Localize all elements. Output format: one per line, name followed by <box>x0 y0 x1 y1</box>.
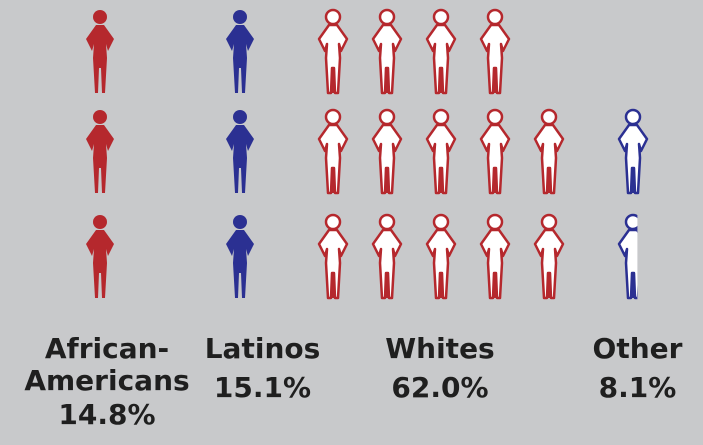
person-icon-whites-r1-3 <box>479 108 511 195</box>
person-icon-whites-r1-2 <box>425 108 457 195</box>
value-latinos: 15.1% <box>213 371 312 404</box>
person-icon-whites-r2-3 <box>479 213 511 300</box>
person-icon-whites-r1-0 <box>317 108 349 195</box>
person-icon-african-americans-r0-0 <box>86 10 114 93</box>
value-other: 8.1% <box>598 371 677 404</box>
label-african-americans-line1: African- <box>44 332 170 365</box>
person-icon-whites-r2-0 <box>317 213 349 300</box>
person-icon-whites-r1-4 <box>533 108 565 195</box>
person-icon-whites-r0-2 <box>425 8 457 95</box>
label-african-americans: African- Americans 14.8% <box>22 335 192 429</box>
person-icon-whites-r1-1 <box>371 108 403 195</box>
value-african-americans: 14.8% <box>58 398 156 431</box>
person-icon-whites-r0-1 <box>371 8 403 95</box>
value-whites: 62.0% <box>391 371 489 404</box>
person-icon-latinos-r2-0 <box>226 215 254 298</box>
label-other-line1: Other <box>592 332 683 365</box>
person-icon-whites-r0-3 <box>479 8 511 95</box>
person-icon-whites-r2-2 <box>425 213 457 300</box>
label-african-americans-line2: Americans <box>24 364 190 397</box>
person-icon-other-r1-0 <box>617 108 649 195</box>
person-icon-latinos-r0-0 <box>226 10 254 93</box>
person-icon-latinos-r1-0 <box>226 110 254 193</box>
person-icon-whites-r2-1 <box>371 213 403 300</box>
label-latinos: Latinos 15.1% <box>190 335 335 402</box>
label-other: Other 8.1% <box>580 335 695 402</box>
person-icon-african-americans-r1-0 <box>86 110 114 193</box>
person-icon-whites-r0-0 <box>317 8 349 95</box>
label-whites-line1: Whites <box>385 332 495 365</box>
person-icon-other-r2-partial <box>617 213 638 300</box>
label-whites: Whites 62.0% <box>360 335 520 402</box>
person-icon-whites-r2-4 <box>533 213 565 300</box>
person-icon-african-americans-r2-0 <box>86 215 114 298</box>
label-latinos-line1: Latinos <box>204 332 321 365</box>
